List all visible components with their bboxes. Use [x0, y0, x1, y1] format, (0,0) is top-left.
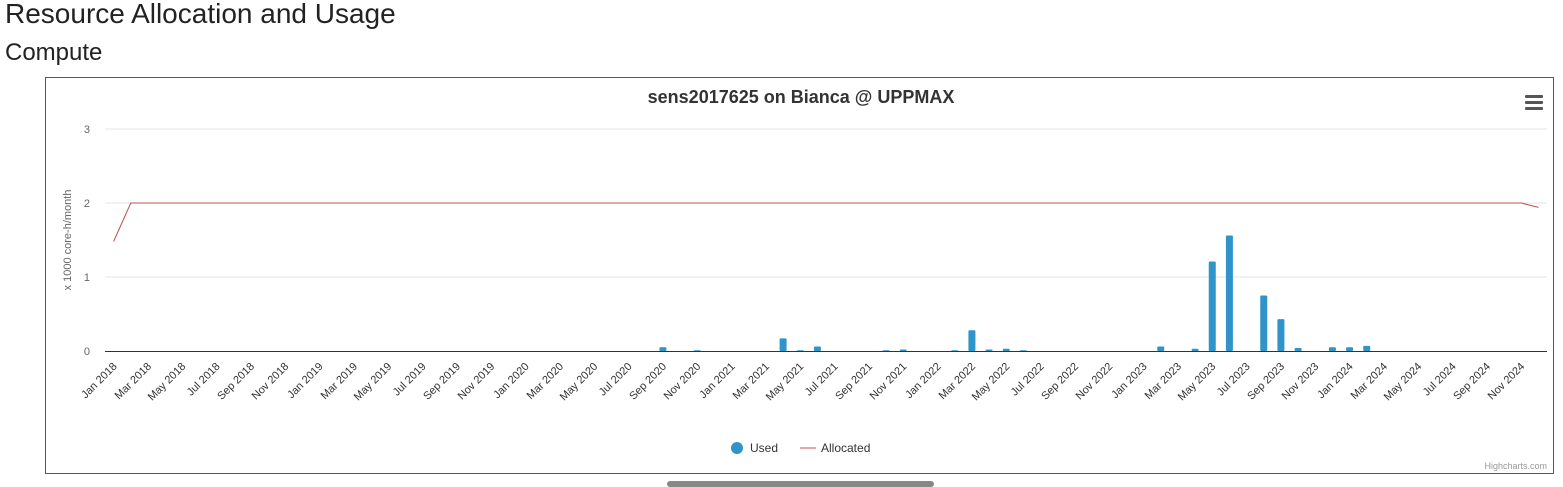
bar-used: [779, 338, 787, 351]
x-tick-label: Nov 2020: [662, 361, 704, 403]
line-allocated: [113, 202, 1539, 242]
x-tick-label: Nov 2023: [1280, 361, 1322, 403]
usage-chart: sens2017625 on Bianca @ UPPMAX 0 1 2 3 x 1000…: [62, 87, 1547, 455]
bar-used: [968, 330, 976, 351]
x-tick-label: May 2023: [1176, 361, 1219, 404]
x-tick-label: May 2019: [352, 361, 395, 404]
bar-used: [1294, 348, 1302, 351]
credits-link[interactable]: Highcharts.com: [1484, 461, 1547, 471]
x-tick-label: Nov 2024: [1486, 361, 1528, 403]
bar-used: [813, 346, 821, 351]
x-tick-label: May 2020: [558, 361, 601, 404]
bar-used: [1208, 261, 1216, 351]
bar-used: [1157, 346, 1165, 351]
y-tick-label: 0: [84, 346, 90, 358]
section-title: Compute: [5, 39, 103, 66]
bar-used: [899, 349, 907, 351]
bar-used: [985, 349, 993, 351]
bar-used: [1225, 235, 1233, 351]
x-tick-label: May 2018: [146, 361, 189, 404]
hamburger-menu-icon[interactable]: [1523, 92, 1545, 112]
y-tick-label: 2: [84, 198, 90, 210]
legend-allocated-label: Allocated: [821, 441, 870, 455]
horizontal-scrollbar[interactable]: [667, 481, 934, 487]
x-tick-label: Nov 2019: [456, 361, 498, 403]
bar-used: [1363, 345, 1371, 351]
bar-used: [659, 347, 667, 351]
y-tick-label: 1: [84, 272, 90, 284]
x-tick-label: May 2022: [970, 361, 1013, 404]
y-axis-label: x 1000 core-h/month: [62, 190, 74, 291]
page-title: Resource Allocation and Usage: [5, 0, 396, 29]
x-tick-label: Nov 2022: [1074, 361, 1116, 403]
bar-used: [1191, 348, 1199, 351]
bar-used: [1260, 295, 1268, 351]
x-tick-label: Nov 2021: [868, 361, 910, 403]
x-tick-label: May 2024: [1382, 361, 1425, 404]
bar-used: [1002, 348, 1010, 351]
y-tick-label: 3: [84, 124, 90, 136]
legend-used-marker: [731, 442, 743, 454]
bar-used: [1277, 319, 1285, 351]
x-tick-label: Nov 2018: [250, 361, 292, 403]
bar-used: [1346, 347, 1354, 351]
bar-used: [1328, 347, 1336, 351]
chart-container: sens2017625 on Bianca @ UPPMAX 0 1 2 3 x 1000…: [45, 77, 1554, 474]
x-tick-label: May 2021: [764, 361, 807, 404]
chart-title: sens2017625 on Bianca @ UPPMAX: [648, 87, 955, 107]
legend-used-label: Used: [750, 441, 778, 455]
